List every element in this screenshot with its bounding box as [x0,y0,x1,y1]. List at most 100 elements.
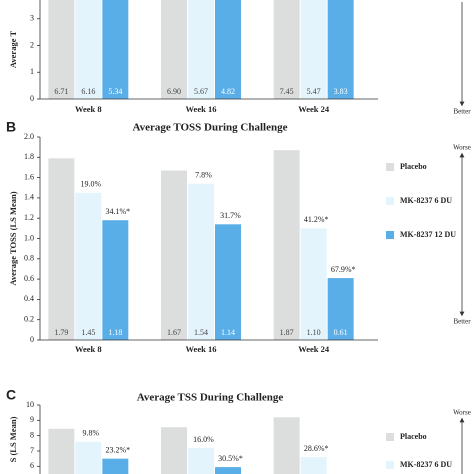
y-tick-label: 7 [30,446,34,455]
y-tick-label: 1.0 [24,233,34,242]
bar [75,441,102,474]
plot-area [48,150,354,340]
value-label: 1.79 [54,328,68,337]
y-tick-label: 8 [30,430,34,439]
bar [48,428,75,474]
bar [161,427,187,474]
y-axis-label: Average TOSS (LS Mean) [8,191,18,285]
panel-letter: C [6,387,16,403]
legend-swatch [386,461,394,469]
value-label: 0.61 [334,328,348,337]
bar [161,170,187,340]
direction-label: Better [453,318,471,326]
value-label: 4.82 [221,87,235,96]
chart-title: Average TSS During Challenge [137,392,284,404]
y-tick-label: 1.2 [24,213,34,222]
annotation: 31.7% [220,211,241,220]
legend-swatch [386,231,394,239]
value-label: 1.45 [81,328,95,337]
value-label: 6.71 [54,87,68,96]
bar [188,0,214,99]
annotation: 9.8% [82,429,99,438]
bar [48,0,75,99]
chart-title: Average TOSS During Challenge [133,122,288,134]
annotation: 16.0% [193,435,214,444]
y-tick-label: 9 [30,415,34,424]
annotation: 34.1%* [105,207,130,216]
y-tick-label: 10 [26,400,34,409]
y-tick-label: 6 [30,461,34,470]
panel-letter: B [6,119,16,135]
bar [300,0,327,99]
x-tick-label: Week 24 [298,344,330,354]
direction-label: Better [453,108,471,116]
bar [215,467,241,474]
legend-swatch [386,197,394,205]
y-tick-label: 1 [30,67,34,76]
value-label: 1.14 [221,328,235,337]
bar [75,0,102,99]
annotation: 23.2%* [105,445,130,454]
bar [273,150,300,340]
legend-label: Placebo [400,432,427,441]
panel: C Average TSS During Challenge S (LS Mean)… [6,387,471,474]
x-tick-label: Week 16 [186,344,217,354]
annotation: 67.9%* [331,265,356,274]
legend-label: Placebo [400,162,427,171]
annotation: 7.8% [195,171,212,180]
bar [300,228,327,340]
x-tick-label: Week 8 [75,104,102,114]
plot-area [48,417,327,474]
bar [48,158,75,340]
panel: B Average TOSS During Challenge Average TO… [6,119,471,354]
y-tick-label: 0 [30,94,34,103]
x-tick-label: Week 24 [298,104,330,114]
panel: Average T Week 8 6.71 6.16 5.34 Week 16 6.90 5.… [8,0,471,116]
y-tick-label: 1.6 [24,172,34,181]
legend-swatch [386,433,394,441]
value-label: 3.83 [334,87,348,96]
bar [327,0,354,99]
value-label: 5.67 [194,87,208,96]
y-tick-label: 1.4 [24,193,34,202]
value-label: 1.54 [194,328,208,337]
y-tick-label: 2.0 [24,132,34,141]
y-tick-label: 0.8 [24,254,34,263]
x-tick-label: Week 16 [186,104,217,114]
value-label: 1.67 [167,328,181,337]
value-label: 1.10 [307,328,321,337]
legend-label: MK-8237 6 DU [400,196,452,205]
bar [75,192,102,340]
bar [215,224,241,340]
y-axis-label: S (LS Mean) [8,416,18,462]
bar [161,0,187,99]
bar [273,0,300,99]
x-tick-label: Week 8 [75,344,102,354]
bar [102,458,129,474]
y-tick-label: 2 [30,40,34,49]
y-tick-label: 0.2 [24,315,34,324]
y-tick-label: 0.4 [24,294,34,303]
bar [327,278,354,340]
legend-label: MK-8237 6 DU [400,460,452,469]
value-label: 6.16 [81,87,95,96]
y-tick-label: 0 [30,335,34,344]
value-label: 7.45 [280,87,294,96]
bar [102,220,129,340]
value-label: 5.47 [307,87,321,96]
value-label: 1.18 [108,328,122,337]
bar [215,0,241,99]
bar [188,447,214,474]
annotation: 28.6%* [304,444,329,453]
y-tick-label: 3 [30,14,34,23]
y-tick-label: 0.6 [24,274,34,283]
bar [188,183,214,340]
value-label: 1.87 [280,328,294,337]
bar [102,0,129,99]
bar [300,457,327,474]
annotation: 30.5%* [218,454,243,463]
bar [273,417,300,474]
value-label: 5.34 [108,87,122,96]
annotation: 19.0% [80,180,101,189]
